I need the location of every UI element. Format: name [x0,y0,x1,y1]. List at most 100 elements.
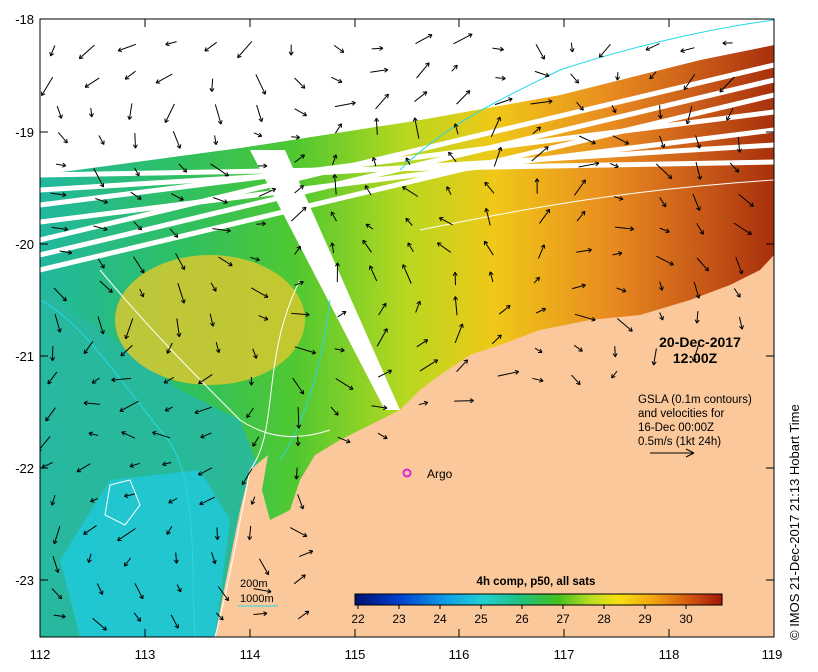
velocity-arrow [653,348,657,366]
velocity-arrow-head [129,466,135,468]
velocity-arrow-head [623,288,627,292]
velocity-arrow [215,341,220,353]
velocity-arrow [570,73,579,84]
velocity-arrow-head [581,283,586,286]
velocity-arrow [162,462,172,466]
velocity-arrow [364,185,372,196]
velocity-arrow-head [454,271,458,276]
velocity-arrow [95,198,108,204]
velocity-arrow [331,154,337,166]
velocity-arrow [369,265,378,282]
velocity-arrow-head [653,361,657,366]
y-tick-label: -18 [15,12,34,27]
velocity-arrow [419,359,438,372]
velocity-arrow [337,310,347,318]
velocity-arrow [294,154,305,163]
velocity-arrow-head [692,358,697,362]
velocity-arrow-head [751,202,754,207]
velocity-arrow-head [38,447,39,451]
velocity-arrow [246,407,254,418]
bathymetry-contours [40,19,774,637]
velocity-arrow [437,242,451,253]
velocity-arrow [294,281,304,286]
velocity-arrow-head [446,186,451,190]
velocity-arrow [414,117,420,139]
velocity-arrow-head [412,117,416,122]
velocity-arrow [418,401,428,406]
gsla-note-line: GSLA (0.1m contours) [638,394,752,406]
velocity-arrow-head [569,48,573,53]
velocity-arrow [172,131,181,149]
velocity-arrow [739,316,743,330]
velocity-arrow-head [217,121,222,125]
velocity-arrow [371,47,383,50]
velocity-arrow-head [536,126,541,129]
velocity-arrow-head [100,265,105,269]
velocity-arrow-head [466,359,469,364]
velocity-arrow [297,406,300,429]
velocity-arrow [294,77,306,89]
velocity-arrow [576,211,586,222]
velocity-arrow-head [741,325,744,330]
velocity-arrow-head [497,146,502,151]
velocity-arrows [38,33,754,631]
velocity-arrow [165,41,177,46]
velocity-arrow-head [180,300,185,304]
velocity-arrow-head [309,550,314,555]
velocity-arrow-head [719,87,722,93]
velocity-arrow [289,527,308,537]
velocity-arrow [194,406,212,414]
velocity-arrow-head [174,625,179,629]
velocity-arrow-head [127,115,130,120]
velocity-arrow [111,377,132,381]
velocity-arrow-head [335,154,338,159]
colorbar-label: 30 [679,612,693,626]
velocity-arrow-head [436,242,440,247]
velocity-arrow-head [194,409,198,414]
velocity-arrow-head [261,91,266,95]
velocity-arrow-head [618,252,623,256]
velocity-arrow-head [583,211,586,216]
velocity-arrow-head [621,291,627,293]
x-axis-labels: 112 113 114 115 116 117 118 119 [30,647,783,662]
colorbar-label: 29 [638,612,652,626]
velocity-arrow [531,146,549,162]
velocity-arrow-head [136,619,141,622]
velocity-arrow-head [183,299,186,304]
velocity-arrow-head [696,207,700,211]
velocity-arrow [76,463,91,473]
velocity-arrow-head [312,349,317,354]
velocity-arrow-head [618,251,623,254]
axis-ticks [39,18,775,637]
velocity-arrow-head [499,49,504,52]
velocity-arrow-head [374,117,377,122]
swath-gaps [40,62,774,273]
colorbar-label: 24 [433,612,447,626]
velocity-arrow-head [91,113,94,118]
velocity-arrow [133,221,142,231]
credit-text: © IMOS 21-Dec-2017 21:13 Hobart Time [787,404,802,640]
velocity-arrow-head [76,467,80,472]
velocity-arrow [415,300,421,313]
velocity-arrow [217,586,229,601]
velocity-arrow [493,147,502,167]
velocity-arrow-head [50,53,54,57]
velocity-arrow [571,374,581,385]
velocity-arrow-head [264,572,269,576]
velocity-arrow [330,406,339,416]
velocity-arrow-head [124,495,129,499]
velocity-arrow-head [453,64,458,67]
velocity-arrow [170,614,179,629]
velocity-arrow-head [57,568,60,573]
velocity-arrow-head [542,308,547,313]
velocity-arrow [250,256,260,261]
velocity-arrow-head [488,271,491,276]
velocity-arrow [659,135,665,148]
velocity-arrow-head [288,51,292,56]
velocity-arrow [614,196,624,200]
velocity-arrow-head [200,437,205,439]
velocity-arrow-head [402,264,407,268]
velocity-arrow-head [340,350,345,353]
velocity-arrow-head [612,353,616,358]
